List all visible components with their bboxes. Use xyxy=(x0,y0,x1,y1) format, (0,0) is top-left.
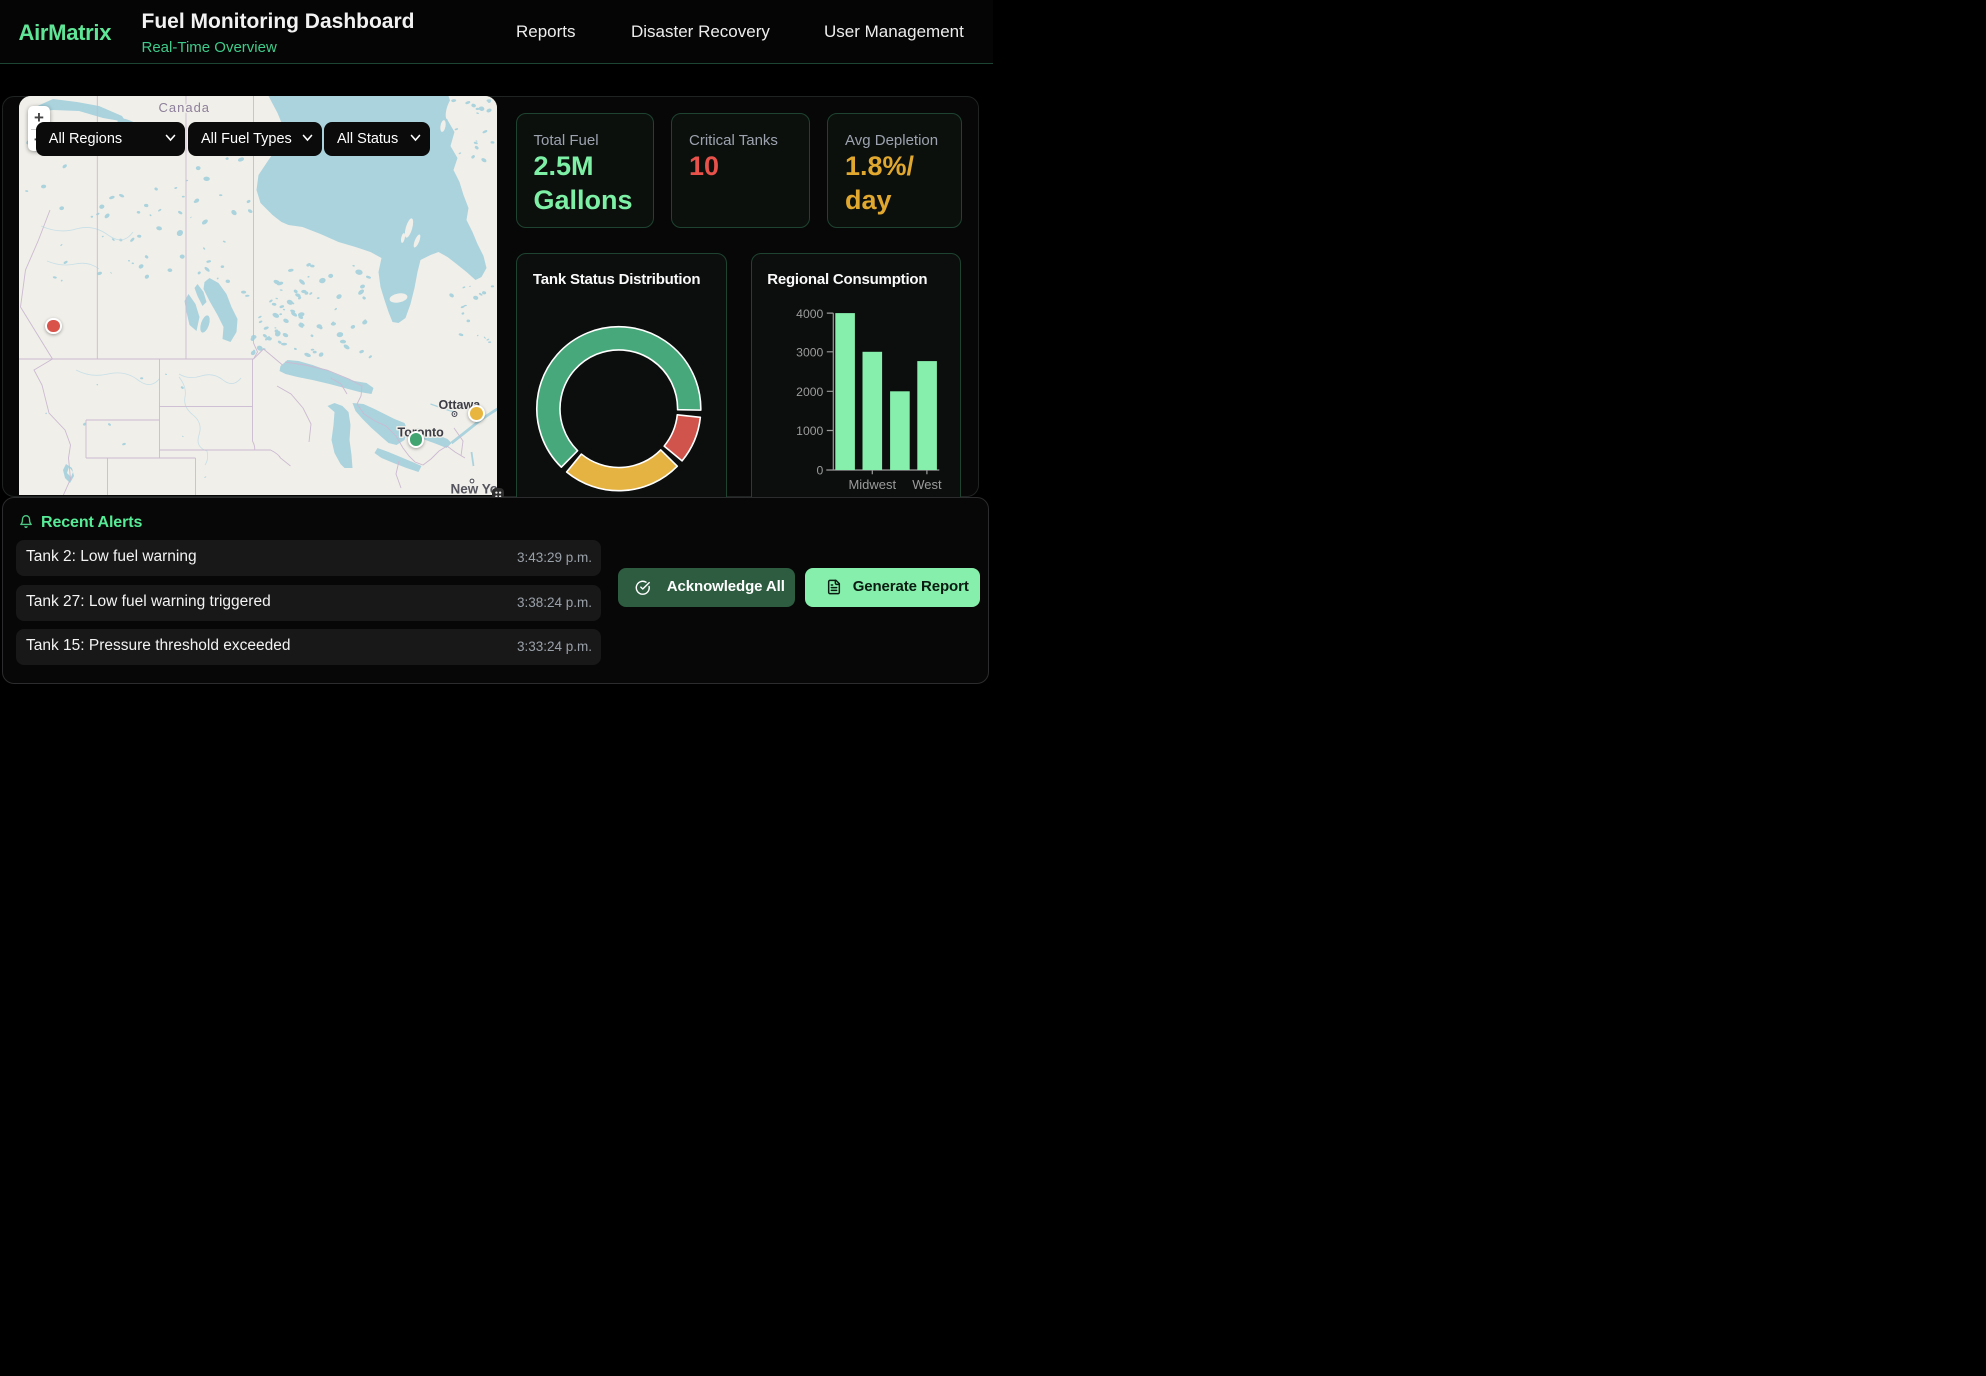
svg-text:4000: 4000 xyxy=(796,307,823,321)
svg-text:2000: 2000 xyxy=(796,385,823,399)
svg-text:3000: 3000 xyxy=(796,346,823,360)
svg-text:0: 0 xyxy=(816,464,823,478)
svg-text:1000: 1000 xyxy=(796,424,823,438)
svg-text:West: West xyxy=(912,477,942,492)
svg-text:Midwest: Midwest xyxy=(848,477,896,492)
svg-text:New York: New York xyxy=(450,482,497,495)
svg-text:Canada: Canada xyxy=(158,100,210,115)
